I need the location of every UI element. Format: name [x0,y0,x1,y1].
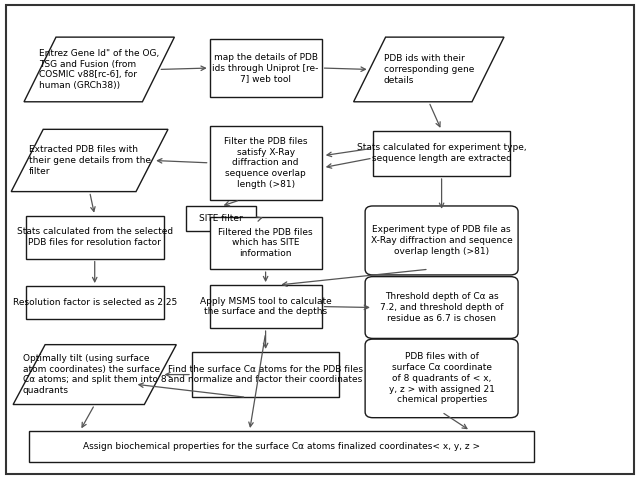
FancyBboxPatch shape [29,431,534,462]
FancyBboxPatch shape [210,217,321,269]
Text: Threshold depth of Cα as
7.2, and threshold depth of
residue as 6.7 is chosen: Threshold depth of Cα as 7.2, and thresh… [380,292,503,323]
Text: Apply MSMS tool to calculate
the surface and the depths: Apply MSMS tool to calculate the surface… [200,297,332,317]
Text: Resolution factor is selected as 2.25: Resolution factor is selected as 2.25 [13,298,177,307]
Polygon shape [13,345,177,404]
Text: PDB files with of
surface Cα coordinate
of 8 quadrants of < x,
y, z > with assig: PDB files with of surface Cα coordinate … [388,353,495,404]
Text: Experiment type of PDB file as
X-Ray diffraction and sequence
overlap length (>8: Experiment type of PDB file as X-Ray dif… [371,225,513,256]
Text: PDB ids with their
corresponding gene
details: PDB ids with their corresponding gene de… [383,54,474,85]
FancyBboxPatch shape [365,277,518,338]
FancyBboxPatch shape [372,131,510,176]
Polygon shape [24,37,174,102]
FancyBboxPatch shape [26,216,164,259]
FancyBboxPatch shape [6,5,634,474]
Text: Find the surface Cα atoms for the PDB files
and normalize and factor their coord: Find the surface Cα atoms for the PDB fi… [168,365,363,385]
FancyBboxPatch shape [186,206,256,231]
FancyBboxPatch shape [365,206,518,275]
FancyBboxPatch shape [365,339,518,418]
Text: SITE filter: SITE filter [199,215,243,223]
Text: Stats calculated from the selected
PDB files for resolution factor: Stats calculated from the selected PDB f… [17,227,173,247]
Text: Stats calculated for experiment type,
sequence length are extracted: Stats calculated for experiment type, se… [356,143,527,163]
Text: Entrez Gene Id" of the OG,
TSG and Fusion (from
COSMIC v88[rc-6], for
human (GRC: Entrez Gene Id" of the OG, TSG and Fusio… [39,49,159,90]
Polygon shape [12,129,168,192]
FancyBboxPatch shape [192,352,339,398]
Text: Optimally tilt (using surface
atom coordinates) the surface
Cα atoms; and split : Optimally tilt (using surface atom coord… [23,354,166,395]
Text: map the details of PDB
ids through Uniprot [re-
7] web tool: map the details of PDB ids through Unipr… [212,53,319,83]
FancyBboxPatch shape [26,286,164,319]
FancyBboxPatch shape [210,39,321,97]
FancyBboxPatch shape [210,125,321,200]
Polygon shape [354,37,504,102]
Text: Extracted PDB files with
their gene details from the
filter: Extracted PDB files with their gene deta… [29,145,150,176]
Text: Filtered the PDB files
which has SITE
information: Filtered the PDB files which has SITE in… [218,228,313,258]
Text: Filter the PDB files
satisfy X-Ray
diffraction and
sequence overlap
length (>81): Filter the PDB files satisfy X-Ray diffr… [224,137,307,189]
FancyBboxPatch shape [210,285,321,328]
Text: Assign biochemical properties for the surface Cα atoms finalized coordinates< x,: Assign biochemical properties for the su… [83,442,480,451]
